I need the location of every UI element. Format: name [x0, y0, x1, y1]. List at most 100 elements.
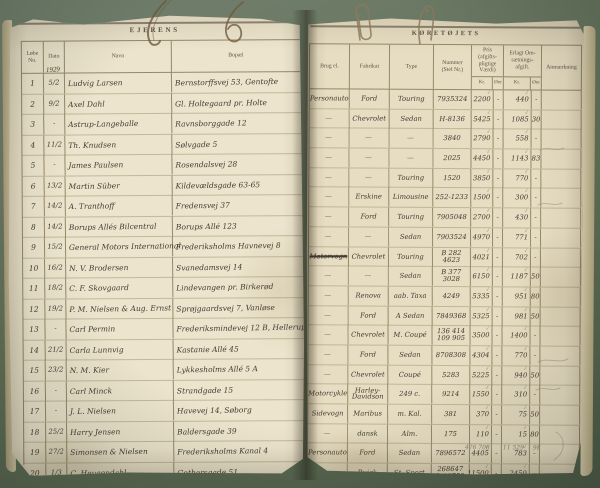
erlagt-total-kr-pencil: 11 529 — [502, 444, 524, 452]
vehicle-make: — — [349, 168, 389, 187]
pencil-check-icon: ✓ — [485, 108, 493, 117]
pencil-check-icon: ✓ — [523, 187, 530, 196]
pencil-check-icon: ✓ — [484, 384, 491, 392]
ledger-row-owner: 9 15/2 General Motors International Frederi… — [23, 236, 306, 258]
price-ore: - — [492, 445, 502, 464]
price-ore: - — [492, 346, 502, 365]
price-ore: - — [493, 208, 503, 227]
price-ore: - — [494, 110, 504, 129]
tax-paid-ore: - — [532, 130, 542, 149]
pencil-check-icon: ✓ — [485, 246, 492, 255]
tax-paid-ore: 80 — [531, 287, 541, 306]
tax-paid-ore: 50 — [531, 268, 541, 287]
ledger-row-vehicle: — Ford Sedan 8708308 4304 ✓ -770 ✓ - — [308, 345, 580, 366]
pencil-check-icon: ✓ — [522, 305, 530, 314]
tax-paid-ore: - — [530, 386, 540, 405]
row-date: 27/2 — [46, 442, 67, 462]
vehicle-make: Ford — [349, 208, 389, 227]
price-kr: 370 ✓ — [470, 405, 492, 424]
row-date: - — [44, 155, 65, 175]
ledger-row-owner: 3- Astrup-Langeballe Ravnsborggade 12 — [22, 113, 305, 135]
row-number: 7 — [23, 197, 45, 217]
owner-address: Havevej 14, Søborg — [176, 405, 252, 416]
vehicle-use: — — [309, 306, 349, 325]
row-number: 19 — [24, 443, 46, 463]
price-kr: 5425 ✓ — [472, 110, 494, 129]
vehicle-make: — — [350, 129, 390, 148]
vehicle-type: Sedan — [388, 444, 432, 463]
pencil-check-icon: ✓ — [523, 226, 530, 235]
ledger-row-vehicle: — Chevrolet Sedan H-8136 5425 ✓ -1085 ✓ 30 — [310, 109, 582, 130]
tax-paid-ore: 83 — [531, 150, 541, 169]
vehicle-use: — — [310, 109, 350, 128]
pencil-check-icon: ✓ — [522, 325, 529, 333]
owner-address: Sprøjgaardsvej 7, Vanløse — [176, 302, 275, 314]
vehicle-make: Buick — [348, 464, 388, 483]
ledger-row-owner: 17- J. L. Nielsen Havevej 14, Søborg — [24, 400, 307, 422]
owner-name: Borups Allés Bilcentral — [66, 216, 173, 237]
tax-paid-kr: 951 ✓ — [503, 287, 531, 306]
vehicle-use: Motorvogn — [309, 247, 349, 266]
pencil-check-icon: ✓ — [484, 344, 491, 353]
vehicle-use: — — [309, 286, 349, 305]
ledger-row-owner: 11 18/2 C. F. Skovgaard Lindevangen pr. Bir… — [23, 277, 306, 299]
row-number: 10 — [23, 258, 45, 278]
owner-name: Astrup-Langeballe — [65, 113, 172, 134]
owners-rows: 1 5/2 Ludvig Larsen Bernstorffsvej 53, Gent… — [22, 72, 302, 484]
ledger-row-owner: 16- Carl Minck Strandgade 15 — [24, 380, 307, 402]
vehicle-type: — — [389, 149, 433, 168]
subheader-kr: Kr. — [504, 77, 531, 89]
pencil-check-icon: ✓ — [522, 384, 529, 393]
tax-paid-kr: 430 ✓ — [503, 208, 531, 227]
vehicle-number: 4249 — [433, 287, 471, 306]
owner-name: Carl Minck — [67, 380, 174, 401]
tax-paid-ore: 50 — [531, 307, 541, 326]
column-header-bopael: Bopæl — [228, 52, 244, 59]
ledger-row-owner: 1 5/2 Ludvig Larsen Bernstorffsvej 53, Gent… — [22, 72, 305, 94]
price-kr: 2200 ✓ — [472, 90, 494, 109]
price-kr: 4450 ✓ — [471, 149, 493, 168]
pencil-check-icon: ✓ — [522, 285, 530, 294]
vehicle-number: 7935324 — [434, 90, 472, 109]
vehicle-use: — — [308, 365, 348, 384]
ledger-row-vehicle: — — Sedan 7903524 4970 ✓ -771 ✓ - — [309, 227, 581, 248]
pencil-check-icon: ✓ — [522, 364, 529, 373]
vehicle-number: 252-1233 — [433, 188, 471, 207]
vehicle-type: Sedan — [389, 228, 433, 247]
row-number: 3 — [22, 115, 44, 135]
owner-name: Carla Lunnvig — [66, 339, 173, 360]
owner-address: Kildevældsgade 63-65 — [175, 179, 261, 191]
vehicle-use: — — [310, 129, 350, 148]
vehicle-make: Renova — [349, 286, 389, 305]
vehicle-use: Sidevogn — [308, 404, 348, 423]
row-date: 15/2 — [45, 237, 66, 257]
ledger-row-vehicle: — — Sedan B 377 3028 6150 ✓ -1187 ✓ 50 — [309, 266, 581, 287]
tax-paid-kr: 1400 ✓ — [502, 327, 530, 346]
price-kr: 11500 ✓ — [470, 464, 492, 483]
owner-name: Simonsen & Nielsen — [67, 441, 174, 462]
ledger-row-owner: 14 21/2 Carla Lunnvig Kastanie Allé 45 — [24, 339, 307, 361]
vehicle-number: 7905048 — [433, 208, 471, 227]
pencil-check-icon: ✓ — [523, 128, 531, 137]
remark — [541, 169, 581, 188]
owner-address: Gothersgade 51 — [177, 467, 239, 478]
row-number: 6 — [22, 176, 44, 196]
ledger-row-vehicle: Motorcykle Harley-Davidson 249 c. 9214 1550 ✓… — [308, 385, 580, 406]
vehicle-use: — — [309, 168, 349, 187]
vehicle-number: 7903524 — [433, 228, 471, 247]
vehicle-use: — — [309, 227, 349, 246]
price-ore: - — [493, 169, 503, 188]
remark — [540, 327, 580, 346]
owner-name: N. M. Kier — [67, 359, 174, 380]
owners-table: Løbe No. Dato 1929 Navn Bopæl 1 5/2 Ludvig… — [21, 39, 303, 465]
tax-paid-ore: 50 — [530, 366, 540, 385]
row-date: 14/2 — [45, 217, 66, 237]
tax-paid-kr: 770 ✓ — [503, 169, 531, 188]
row-date: 25/2 — [46, 422, 67, 442]
vehicle-type: Touring — [389, 208, 433, 227]
vehicle-make: Ford — [350, 89, 390, 108]
row-number: 8 — [23, 217, 45, 237]
row-date: 13/2 — [44, 176, 65, 196]
vehicle-number: 2025 — [433, 149, 471, 168]
